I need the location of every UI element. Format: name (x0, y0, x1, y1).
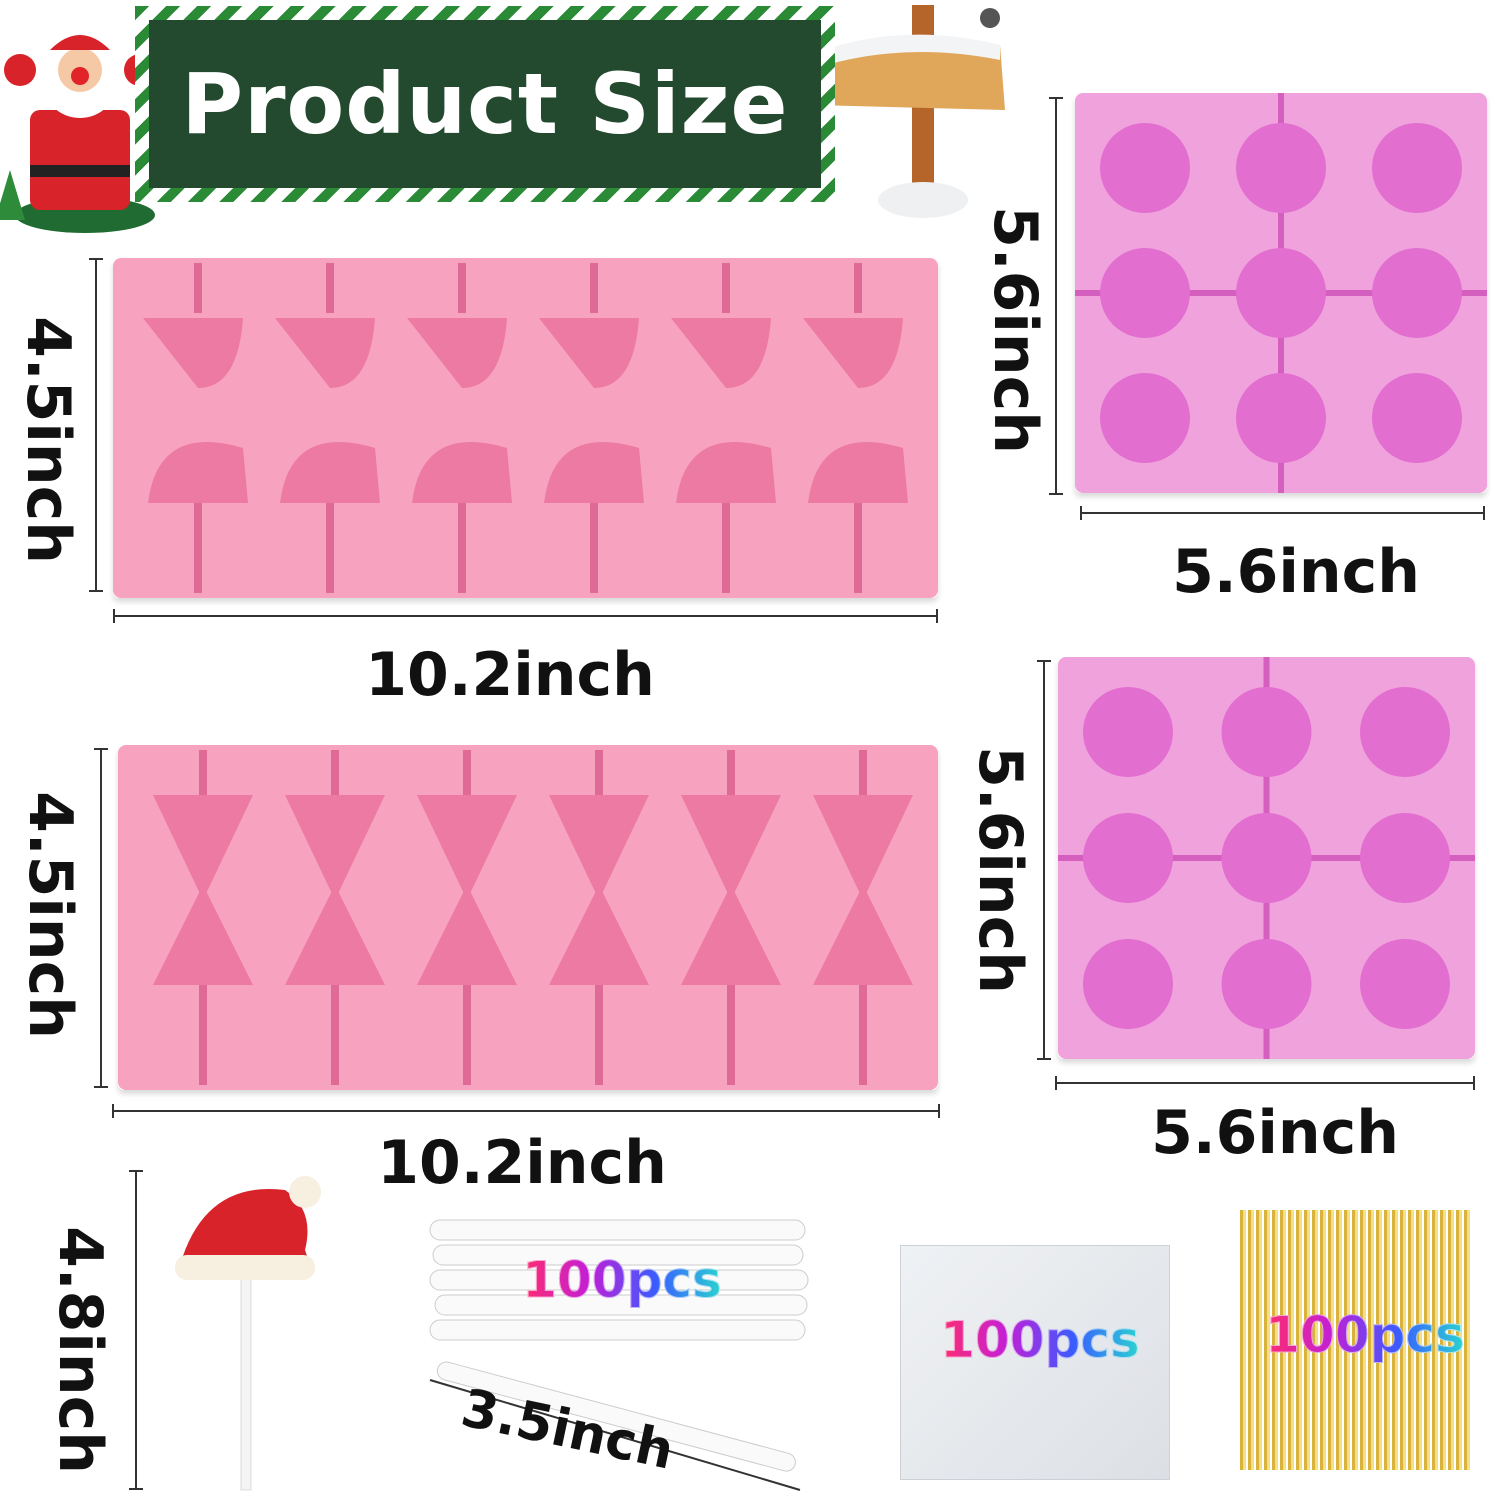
width-dimension-line (1080, 506, 1485, 520)
christmas-tree-cavity (549, 795, 649, 900)
santa-hat-mold (113, 258, 938, 598)
christmas-tree-mold (118, 745, 938, 1090)
shape-cavity (1372, 123, 1462, 213)
stick-channel (722, 263, 730, 313)
stick-channel (331, 750, 339, 800)
shape-cavity (1236, 123, 1326, 213)
stick-channel (463, 750, 471, 800)
mold-2-height-label: 5.6inch (980, 206, 1050, 454)
stick-channel (458, 263, 466, 313)
santa-hat-cavity (412, 442, 512, 503)
christmas-tree-cavity (285, 885, 385, 985)
shape-cavity (1083, 939, 1173, 1029)
stick-channel (727, 750, 735, 800)
width-dimension-line (1055, 1076, 1475, 1090)
stick-channel (859, 985, 867, 1085)
mold-4-height-label: 5.6inch (965, 746, 1035, 994)
santa-hat-cavity (148, 442, 248, 503)
signpost-illustration (810, 5, 1005, 218)
sticks-count-label: 100pcs (522, 1251, 723, 1310)
stick-channel (326, 498, 334, 593)
santa-hat-cavity (143, 318, 243, 388)
mold-3-height-label: 4.5inch (15, 791, 85, 1039)
mold-2-width-label: 5.6inch (1172, 537, 1420, 607)
shape-cavity (1360, 813, 1450, 903)
mold-1-width-label: 10.2inch (365, 640, 655, 710)
stick-channel (463, 985, 471, 1085)
mold-3-width-label: 10.2inch (377, 1128, 667, 1198)
shape-cavity (1372, 373, 1462, 463)
santa-hat-cavity (275, 318, 375, 388)
stick-channel (326, 263, 334, 313)
christmas-tree-cavity (681, 885, 781, 985)
christmas-tree-cavity (813, 795, 913, 900)
height-dimension-line (89, 258, 103, 592)
stick-channel (859, 750, 867, 800)
width-dimension-line (112, 1104, 940, 1118)
mold-1-height-label: 4.5inch (13, 316, 83, 564)
santa-hat-cavity (803, 318, 903, 388)
gold-twist-ties (1240, 1210, 1470, 1470)
christmas-mix-mold-1 (1075, 93, 1487, 493)
stick-channel (854, 498, 862, 593)
christmas-tree-cavity (813, 885, 913, 985)
christmas-tree-cavity (549, 885, 649, 985)
christmas-tree-cavity (681, 795, 781, 900)
height-dimension-line (1037, 660, 1051, 1060)
mold-4-width-label: 5.6inch (1151, 1098, 1399, 1168)
height-dimension-line (129, 1170, 143, 1490)
stick-channel (194, 263, 202, 313)
santa-hat-cavity (676, 442, 776, 503)
stick-channel (458, 498, 466, 593)
stick-channel (727, 985, 735, 1085)
shape-cavity (1083, 813, 1173, 903)
stick-channel (194, 498, 202, 593)
twist-ties-count-label: 100pcs (1265, 1306, 1466, 1365)
shape-cavity (1083, 687, 1173, 777)
stick-channel (199, 750, 207, 800)
shape-cavity (1221, 939, 1312, 1029)
width-dimension-line (113, 609, 938, 623)
christmas-tree-cavity (417, 795, 517, 900)
stick-channel (590, 263, 598, 313)
shape-cavity (1360, 687, 1450, 777)
height-dimension-line (94, 748, 108, 1088)
shape-cavity (1236, 248, 1326, 338)
height-dimension-line (1049, 97, 1063, 495)
stick-channel (331, 985, 339, 1085)
product-size-banner: Product Size (135, 6, 835, 202)
shape-cavity (1100, 373, 1190, 463)
stick-channel (595, 750, 603, 800)
santa-hat-lollipop (175, 1176, 321, 1491)
shape-cavity (1360, 939, 1450, 1029)
stick-channel (590, 498, 598, 593)
santa-hat-cavity (407, 318, 507, 388)
santa-hat-cavity (539, 318, 639, 388)
stick-channel (199, 985, 207, 1085)
lollipop-sticks (429, 1219, 809, 1491)
shape-cavity (1372, 248, 1462, 338)
stick-channel (595, 985, 603, 1085)
christmas-tree-cavity (153, 885, 253, 985)
stick-channel (722, 498, 730, 593)
banner-title: Product Size (149, 20, 821, 188)
santa-hat-cavity (671, 318, 771, 388)
christmas-tree-cavity (153, 795, 253, 900)
bags-count-label: 100pcs (940, 1311, 1141, 1370)
shape-cavity (1236, 373, 1326, 463)
treat-bags (900, 1245, 1170, 1480)
christmas-tree-cavity (417, 885, 517, 985)
christmas-tree-cavity (285, 795, 385, 900)
santa-hat-cavity (280, 442, 380, 503)
lollipop-height-label: 4.8inch (45, 1226, 115, 1474)
stick-channel (854, 263, 862, 313)
christmas-mix-mold-2 (1058, 657, 1475, 1059)
shape-cavity (1221, 813, 1312, 903)
shape-cavity (1100, 123, 1190, 213)
shape-cavity (1100, 248, 1190, 338)
santa-hat-cavity (808, 442, 908, 503)
santa-hat-cavity (544, 442, 644, 503)
shape-cavity (1221, 687, 1312, 777)
